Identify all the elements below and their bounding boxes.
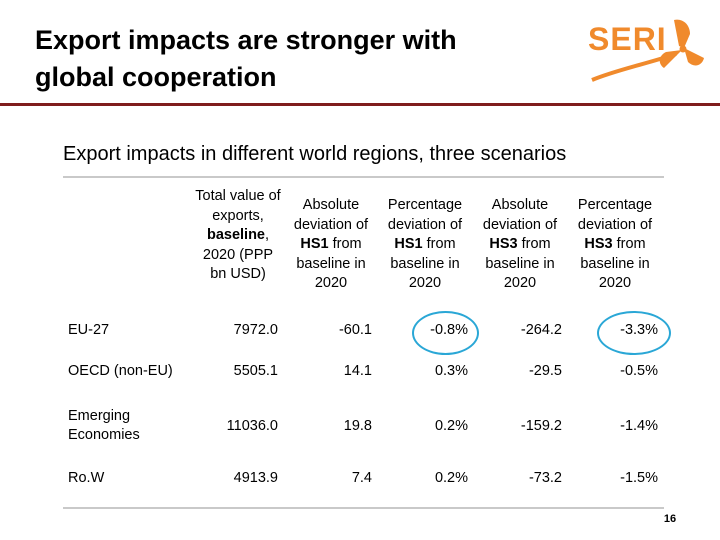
cell-eu27-pct-hs3: -3.3%	[620, 322, 658, 338]
cell-row-abs-hs3: -73.2	[528, 470, 562, 486]
cell-eu27-total: 7972.0	[233, 322, 278, 338]
seri-logo-text: SERI	[588, 21, 667, 57]
table-bottom-rule	[63, 507, 664, 509]
row-label-row: Ro.W	[68, 470, 105, 486]
table-top-rule	[63, 176, 664, 178]
slide-title-line2: global cooperation	[35, 62, 277, 92]
row-label-oecd: OECD (non-EU)	[68, 363, 173, 379]
cell-row-total: 4913.9	[233, 470, 278, 486]
cell-eu27-abs-hs1: -60.1	[338, 322, 372, 338]
cell-eu27-pct-hs1: -0.8%	[430, 322, 468, 338]
header-pct-hs3: Percentage deviation of HS3 from baselin…	[577, 197, 653, 291]
table-subtitle: Export impacts in different world region…	[63, 143, 567, 165]
row-label-emerging: Emerging Economies	[68, 408, 140, 443]
logo-swoosh	[591, 52, 677, 82]
cell-emerging-pct-hs1: 0.2%	[434, 418, 468, 434]
slide-title: Export impacts are stronger with global …	[35, 22, 555, 96]
header-total-value: Total value of exports, baseline, 2020 (…	[195, 188, 281, 282]
cell-emerging-pct-hs3: -1.4%	[620, 418, 658, 434]
windmill-icon	[659, 19, 704, 68]
cell-oecd-abs-hs3: -29.5	[528, 363, 562, 379]
slide-title-line1: Export impacts are stronger with	[35, 25, 457, 55]
header-abs-hs3: Absolute deviation of HS3 from baseline …	[482, 197, 558, 291]
cell-row-abs-hs1: 7.4	[351, 470, 372, 486]
cell-oecd-total: 5505.1	[233, 363, 278, 379]
cell-emerging-total: 11036.0	[226, 418, 278, 434]
title-divider	[0, 103, 720, 106]
cell-emerging-abs-hs1: 19.8	[343, 418, 372, 434]
seri-logo: SERI	[588, 19, 704, 82]
cell-oecd-pct-hs3: -0.5%	[620, 363, 658, 379]
cell-oecd-pct-hs1: 0.3%	[434, 363, 468, 379]
page-number: 16	[663, 513, 677, 525]
highlight-circle-eu-hs1	[412, 311, 479, 355]
header-abs-hs1: Absolute deviation of HS1 from baseline …	[293, 197, 369, 291]
cell-row-pct-hs1: 0.2%	[434, 470, 468, 486]
row-label-eu27: EU-27	[68, 322, 110, 338]
cell-row-pct-hs3: -1.5%	[620, 470, 658, 486]
highlight-circle-eu-hs3	[597, 311, 671, 355]
cell-eu27-abs-hs3: -264.2	[520, 322, 562, 338]
cell-oecd-abs-hs1: 14.1	[343, 363, 372, 379]
header-pct-hs1: Percentage deviation of HS1 from baselin…	[387, 197, 463, 291]
cell-emerging-abs-hs3: -159.2	[520, 418, 562, 434]
